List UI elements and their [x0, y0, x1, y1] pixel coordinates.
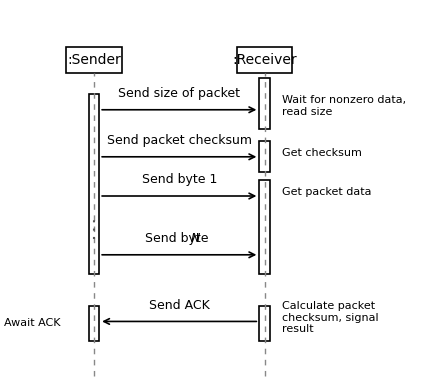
- Text: Calculate packet
checksum, signal
result: Calculate packet checksum, signal result: [282, 301, 378, 334]
- Text: Await ACK: Await ACK: [4, 318, 61, 328]
- FancyBboxPatch shape: [259, 78, 270, 129]
- FancyBboxPatch shape: [259, 306, 270, 341]
- Text: :Receiver: :Receiver: [232, 53, 297, 67]
- FancyBboxPatch shape: [237, 47, 292, 73]
- Text: Send byte 1: Send byte 1: [142, 173, 217, 186]
- FancyBboxPatch shape: [66, 47, 122, 73]
- Text: Get packet data: Get packet data: [282, 187, 371, 197]
- FancyBboxPatch shape: [259, 141, 270, 172]
- Text: Send size of packet: Send size of packet: [118, 87, 240, 100]
- Text: :Sender: :Sender: [67, 53, 121, 67]
- Text: Send byte: Send byte: [146, 232, 213, 245]
- FancyBboxPatch shape: [259, 180, 270, 274]
- Text: N: N: [191, 232, 200, 245]
- Text: Send packet checksum: Send packet checksum: [107, 134, 252, 147]
- FancyBboxPatch shape: [89, 94, 99, 274]
- Text: Get checksum: Get checksum: [282, 148, 361, 158]
- Text: Send ACK: Send ACK: [149, 299, 210, 312]
- FancyBboxPatch shape: [89, 306, 99, 341]
- Text: Wait for nonzero data,
read size: Wait for nonzero data, read size: [282, 95, 406, 117]
